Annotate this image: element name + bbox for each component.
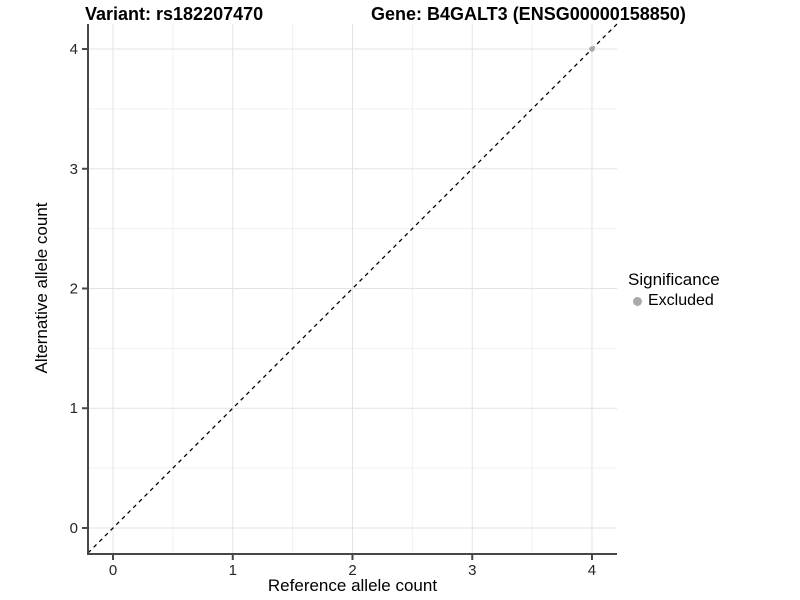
x-tick-label: 4 (588, 562, 596, 579)
legend-title: Significance (628, 270, 720, 289)
legend-entry-label: Excluded (648, 292, 714, 309)
y-axis-title: Alternative allele count (32, 202, 51, 374)
plot-title-variant: Variant: rs182207470 (85, 4, 264, 24)
y-tick-label: 1 (70, 400, 78, 417)
x-tick-label: 2 (348, 562, 356, 579)
excluded-point-icon (633, 296, 642, 306)
y-tick-label: 0 (70, 520, 78, 537)
y-tick-label: 2 (70, 281, 78, 298)
x-tick-label: 0 (109, 562, 117, 579)
legend: Significance Excluded (628, 270, 720, 310)
plot-title-gene: Gene: B4GALT3 (ENSG00000158850) (371, 4, 686, 24)
x-tick-label: 1 (229, 562, 237, 579)
x-tick-label: 3 (468, 562, 476, 579)
legend-entry-excluded: Excluded (628, 292, 720, 310)
data-point-excluded (589, 46, 595, 52)
x-axis-title: Reference allele count (267, 576, 438, 595)
y-tick-label: 4 (70, 41, 78, 58)
y-tick-label: 3 (70, 161, 78, 178)
